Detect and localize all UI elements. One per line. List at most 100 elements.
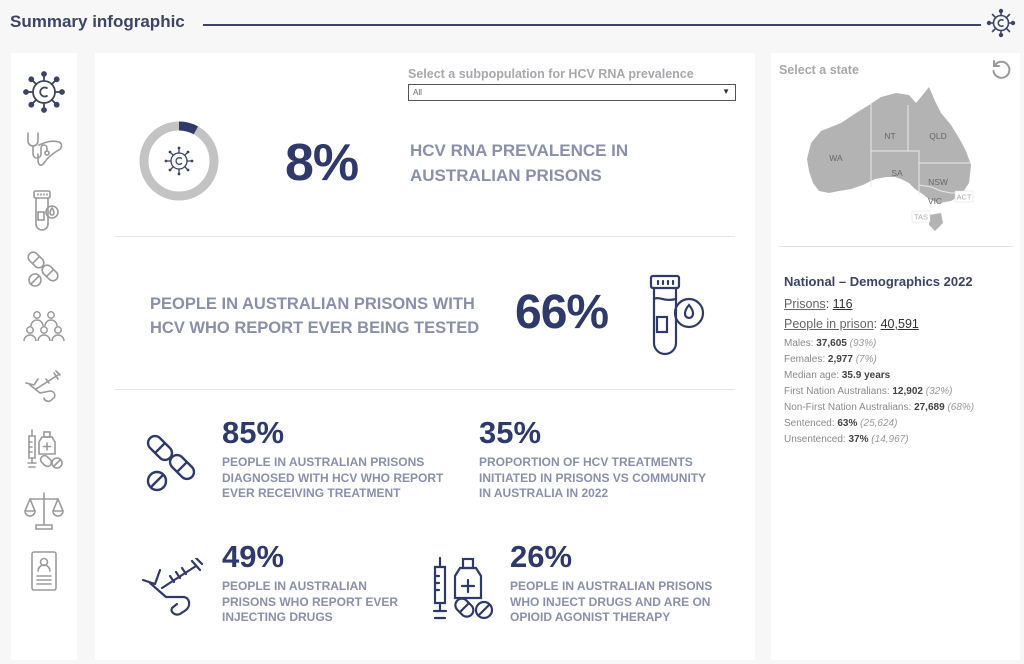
section-divider — [115, 389, 735, 390]
subpopulation-dropdown[interactable]: All ▼ — [408, 84, 736, 101]
arm-syringe-icon[interactable] — [22, 365, 66, 409]
map-state-tas[interactable] — [929, 213, 943, 231]
label-line: WHO INJECT DRUGS AND ARE ON — [510, 594, 711, 609]
demographic-row: Sentenced: 63% (25,624) — [784, 418, 897, 429]
map-label-vic[interactable]: VIC — [928, 196, 942, 206]
people-in-prison-link[interactable]: People in prison — [784, 317, 874, 331]
main-panel: Select a subpopulation for HCV RNA preva… — [95, 53, 755, 660]
row-extra: (25,624) — [860, 418, 898, 429]
scales-of-justice-icon[interactable] — [22, 489, 66, 533]
label-line: AUSTRALIAN PRISONS — [410, 165, 602, 185]
row-extra: (14,967) — [871, 434, 909, 445]
row-label: Unsentenced: — [784, 434, 849, 445]
row-value: 37,605 — [816, 338, 847, 349]
header-divider — [203, 24, 981, 26]
subpopulation-label: Select a subpopulation for HCV RNA preva… — [408, 67, 694, 81]
map-mainland[interactable] — [807, 87, 971, 203]
row-extra: (32%) — [925, 386, 953, 397]
demographic-row: Males: 37,605 (93%) — [784, 338, 876, 349]
prevalence-value: 8% — [285, 134, 359, 192]
pills-icon — [146, 434, 196, 492]
people-group-icon[interactable] — [22, 306, 66, 350]
label-line: INJECTING DRUGS — [222, 610, 333, 625]
label-line: DIAGNOSED WITH HCV WHO REPORT — [222, 470, 444, 485]
select-state-label: Select a state — [779, 63, 859, 77]
label-line: PRISONS WHO REPORT EVER — [222, 594, 399, 609]
map-label-qld[interactable]: QLD — [929, 131, 946, 141]
label-line: OPIOID AGONIST THERAPY — [510, 610, 671, 625]
row-label: Females: — [784, 354, 828, 365]
prevalence-label: HCV RNA PREVALENCE IN AUSTRALIAN PRISONS — [410, 139, 628, 188]
chevron-down-icon: ▼ — [722, 87, 730, 96]
demographic-row: Unsentenced: 37% (14,967) — [784, 434, 909, 445]
injecting-label: PEOPLE IN AUSTRALIAN PRISONS WHO REPORT … — [222, 579, 398, 626]
hcv-virus-icon — [986, 8, 1016, 38]
treatment-label: PEOPLE IN AUSTRALIAN PRISONS DIAGNOSED W… — [222, 455, 443, 502]
row-label: Non-First Nation Australians: — [784, 402, 915, 413]
map-label-tas[interactable]: TAS — [914, 213, 928, 222]
demographic-row: First Nation Australians: 12,902 (32%) — [784, 386, 952, 397]
demographic-row: Non-First Nation Australians: 27,689 (68… — [784, 402, 974, 413]
map-label-nt[interactable]: NT — [884, 131, 895, 141]
row-value: 63% — [837, 418, 858, 429]
label-line: EVER RECEIVING TREATMENT — [222, 486, 401, 501]
arm-syringe-icon — [141, 558, 204, 616]
row-extra: (68%) — [947, 402, 975, 413]
section-divider — [115, 236, 735, 237]
pills-icon[interactable] — [22, 247, 66, 291]
row-value: 27,689 — [914, 402, 945, 413]
row-value: 35.9 years — [841, 370, 891, 381]
hcv-virus-icon[interactable] — [22, 70, 66, 114]
label-line: INITIATED IN PRISONS VS COMMUNITY — [479, 470, 707, 485]
label-line: PROPORTION OF HCV TREATMENTS — [479, 455, 693, 469]
reset-icon[interactable] — [990, 59, 1012, 81]
tested-value: 66% — [515, 286, 609, 339]
test-tube-blood-icon[interactable] — [22, 188, 66, 232]
dropdown-value: All — [413, 88, 422, 97]
prisons-value[interactable]: 116 — [832, 297, 853, 311]
map-label-sa[interactable]: SA — [891, 168, 903, 178]
label-line: HCV RNA PREVALENCE IN — [410, 141, 629, 160]
prisons-count: Prisons: 116 — [784, 297, 853, 311]
sidebar-nav — [11, 53, 77, 660]
australia-map[interactable]: WA NT QLD SA NSW VIC ACT TAS — [801, 83, 991, 233]
demographic-row: Median age: 35.9 years — [784, 370, 890, 381]
label-line: HCV WHO REPORT EVER BEING TESTED — [150, 318, 480, 337]
demographics-title: National – Demographics 2022 — [784, 274, 973, 289]
label-line: PEOPLE IN AUSTRALIAN PRISONS — [222, 455, 425, 469]
prevalence-donut-chart — [139, 121, 219, 201]
oat-value: 26% — [510, 539, 573, 574]
test-tube-blood-icon — [649, 274, 705, 355]
map-label-nsw[interactable]: NSW — [928, 177, 948, 187]
syringe-bottle-pills-icon — [432, 556, 494, 620]
row-value: 37% — [848, 434, 869, 445]
injecting-value: 49% — [222, 539, 285, 574]
header: Summary infographic — [0, 0, 1024, 46]
demographic-row: Females: 2,977 (7%) — [784, 354, 877, 365]
label-line: PEOPLE IN AUSTRALIAN PRISONS — [510, 579, 713, 593]
liver-stethoscope-icon[interactable] — [22, 129, 66, 173]
people-value[interactable]: 40,591 — [880, 317, 919, 331]
row-value: 12,902 — [892, 386, 923, 397]
panel-divider — [779, 246, 1013, 247]
syringe-bottle-pills-icon[interactable] — [22, 428, 66, 472]
oat-label: PEOPLE IN AUSTRALIAN PRISONS WHO INJECT … — [510, 579, 712, 626]
id-card-icon[interactable] — [22, 549, 66, 593]
state-panel: Select a state WA NT QLD SA NSW VIC ACT — [771, 53, 1020, 660]
treatments-initiated-value: 35% — [479, 415, 542, 450]
row-label: Median age: — [784, 370, 842, 381]
people-count: People in prison: 40,591 — [784, 317, 919, 331]
row-label: Males: — [784, 338, 817, 349]
treatments-initiated-label: PROPORTION OF HCV TREATMENTS INITIATED I… — [479, 455, 706, 502]
label-line: IN AUSTRALIA IN 2022 — [479, 486, 609, 501]
label-line: PEOPLE IN AUSTRALIAN PRISONS WITH — [150, 295, 475, 313]
row-extra: (7%) — [855, 354, 877, 365]
prisons-link[interactable]: Prisons — [784, 297, 826, 311]
row-extra: (93%) — [849, 338, 877, 349]
row-value: 2,977 — [827, 354, 853, 365]
map-label-wa[interactable]: WA — [829, 153, 843, 163]
tested-label: PEOPLE IN AUSTRALIAN PRISONS WITH HCV WH… — [150, 293, 479, 341]
map-label-act[interactable]: ACT — [957, 193, 972, 202]
row-label: First Nation Australians: — [784, 386, 893, 397]
row-label: Sentenced: — [784, 418, 838, 429]
